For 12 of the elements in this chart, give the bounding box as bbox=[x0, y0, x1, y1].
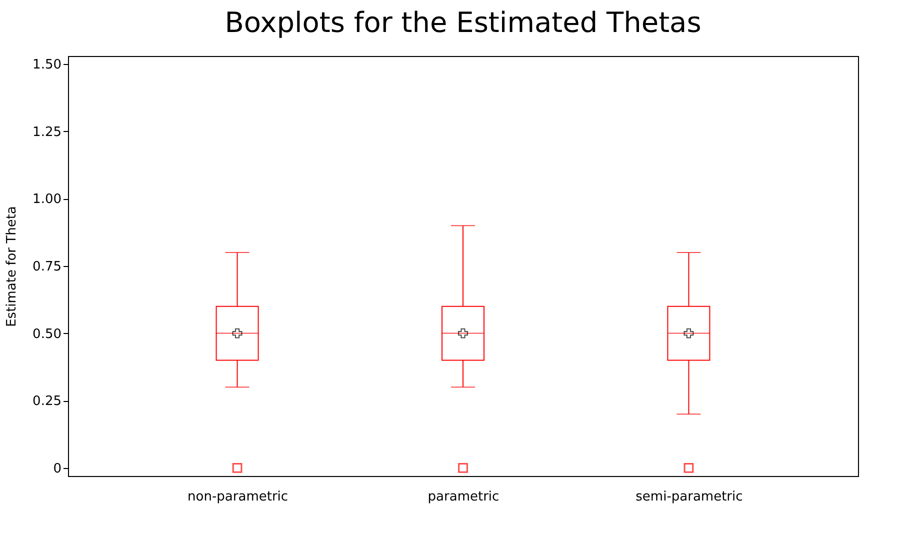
y-axis-title: Estimate for Theta bbox=[4, 206, 20, 327]
x-tick-label: non-parametric bbox=[188, 490, 288, 504]
y-tick-label: 0.75 bbox=[32, 260, 62, 274]
y-tick-label: 1.50 bbox=[32, 58, 62, 73]
x-tick-label: semi-parametric bbox=[636, 490, 743, 504]
y-tick-label: 1.00 bbox=[32, 192, 62, 208]
y-tick-label: 0.25 bbox=[32, 394, 62, 410]
x-tick-label: parametric bbox=[428, 490, 500, 504]
chart-title: Boxplots for the Estimated Thetas bbox=[224, 6, 702, 39]
y-tick-label: 0 bbox=[53, 461, 62, 476]
y-tick-label: 1.25 bbox=[32, 124, 62, 140]
y-tick-label: 0.50 bbox=[32, 326, 62, 342]
